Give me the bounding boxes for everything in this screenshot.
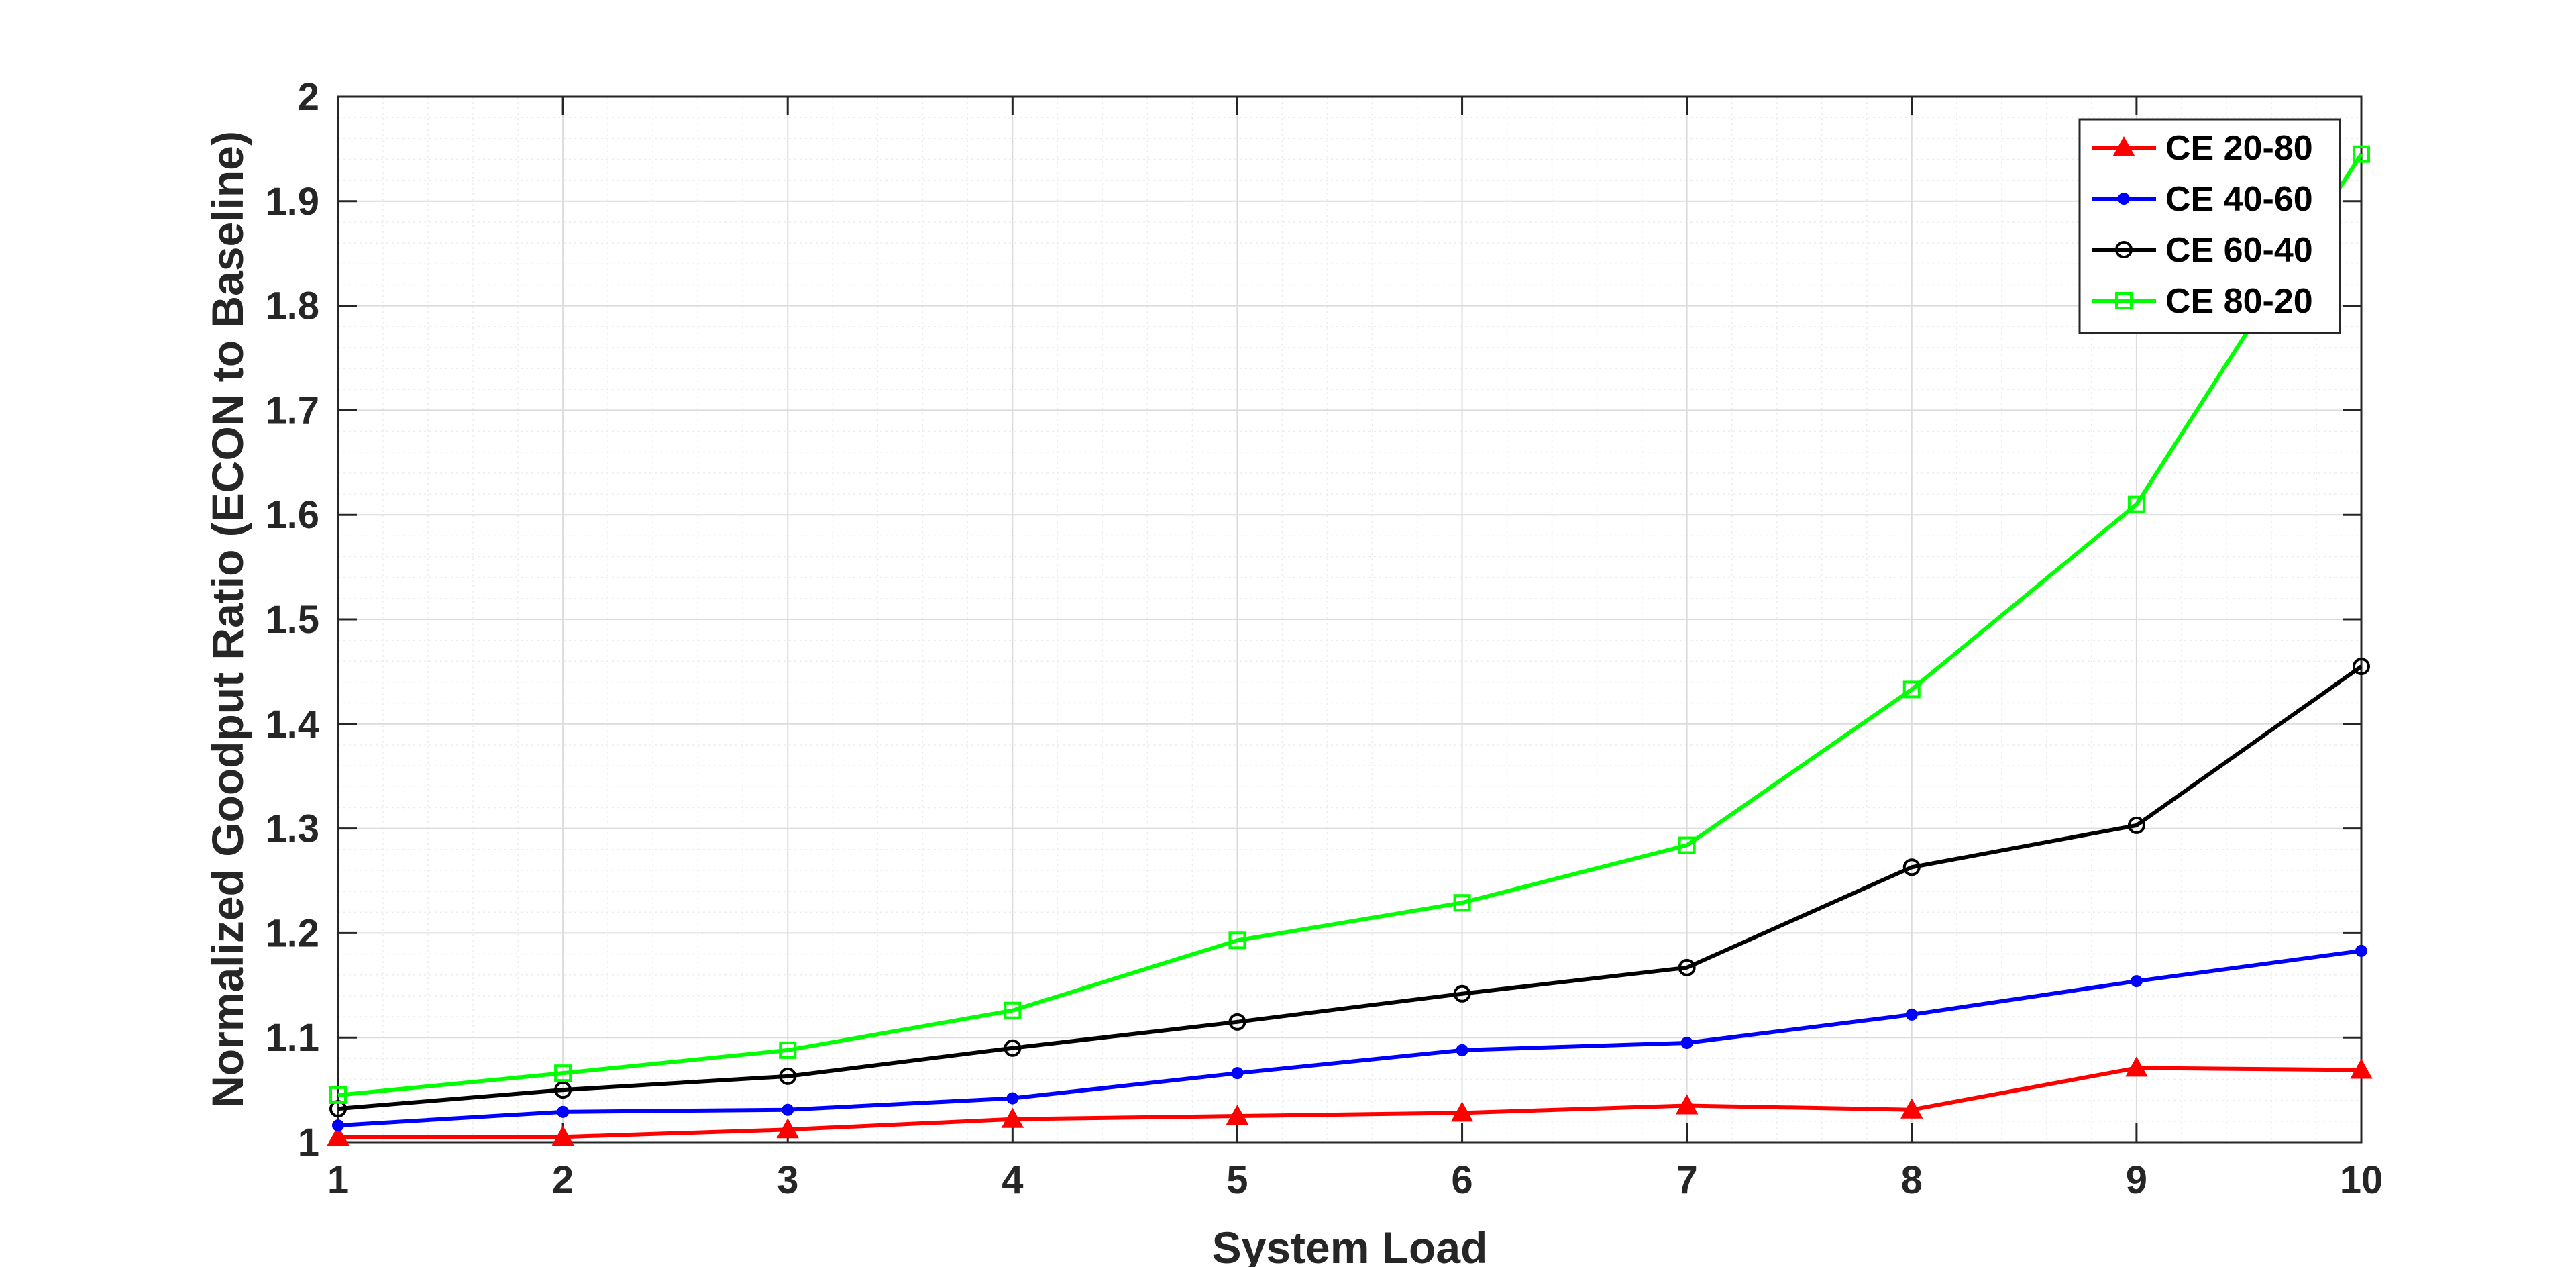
data-point bbox=[1453, 894, 1471, 912]
legend-item: CE 60-40 bbox=[2092, 231, 2313, 270]
series-line bbox=[337, 948, 2362, 1128]
data-point bbox=[332, 1119, 344, 1132]
data-point bbox=[1228, 1013, 1246, 1031]
series-line bbox=[338, 1066, 2362, 1139]
x-tick-label: 7 bbox=[1676, 1158, 1698, 1202]
data-point bbox=[1902, 858, 1921, 876]
y-tick-label: 1.3 bbox=[265, 807, 319, 851]
data-point bbox=[2130, 975, 2143, 988]
legend-swatch-marker bbox=[2112, 136, 2135, 156]
series-line bbox=[337, 664, 2363, 1111]
x-tick-label: 8 bbox=[1901, 1158, 1923, 1202]
y-tick-label: 1.6 bbox=[265, 493, 319, 537]
data-point bbox=[2127, 495, 2145, 513]
series-group bbox=[327, 145, 2373, 1146]
legend-swatch-marker bbox=[2115, 241, 2133, 258]
data-point bbox=[2127, 816, 2145, 834]
data-point bbox=[1900, 1098, 1923, 1119]
data-point bbox=[776, 1118, 799, 1139]
data-point bbox=[1006, 1092, 1019, 1105]
x-tick-labels: 1 2 3 4 5 6 7 8 9 10 bbox=[327, 1158, 2383, 1202]
data-point bbox=[1228, 931, 1246, 950]
legend-label: CE 40-60 bbox=[2165, 180, 2313, 219]
data-point bbox=[1226, 1104, 1249, 1125]
series-ce-40-60 bbox=[332, 944, 2367, 1132]
legend-item: CE 40-60 bbox=[2092, 180, 2313, 219]
x-tick-label: 10 bbox=[2340, 1158, 2383, 1202]
data-point bbox=[782, 1103, 794, 1116]
data-point bbox=[1456, 1044, 1468, 1056]
legend-item: CE 80-20 bbox=[2092, 282, 2313, 321]
legend-label: CE 20-80 bbox=[2165, 129, 2313, 168]
y-tick-label: 1.1 bbox=[265, 1016, 319, 1060]
data-point bbox=[2350, 1058, 2373, 1079]
legend: CE 20-80 CE 40-60 CE 60-40 CE 80-20 bbox=[2078, 118, 2341, 334]
data-point bbox=[1004, 1039, 1022, 1057]
data-point bbox=[1001, 1107, 1024, 1128]
x-tick-label: 4 bbox=[1002, 1158, 1023, 1202]
data-point bbox=[329, 1086, 347, 1104]
legend-item: CE 20-80 bbox=[2092, 129, 2313, 168]
legend-items: CE 20-80 CE 40-60 CE 60-40 CE 80-20 bbox=[2092, 129, 2313, 321]
data-point bbox=[551, 1125, 574, 1146]
y-tick-label: 2 bbox=[298, 75, 319, 119]
data-point bbox=[327, 1125, 350, 1146]
data-point bbox=[779, 1067, 797, 1085]
data-point bbox=[554, 1064, 572, 1082]
data-point bbox=[1450, 1101, 1474, 1122]
data-point bbox=[2353, 145, 2370, 163]
data-point bbox=[1678, 836, 1696, 854]
series-ce-80-20 bbox=[329, 145, 2370, 1104]
data-point bbox=[1678, 958, 1696, 976]
data-point bbox=[554, 1081, 572, 1099]
data-point bbox=[1453, 984, 1471, 1003]
series-line bbox=[337, 153, 2363, 1097]
x-tick-label: 2 bbox=[552, 1158, 574, 1202]
legend-label: CE 80-20 bbox=[2165, 282, 2313, 321]
data-point bbox=[2353, 658, 2370, 676]
y-tick-label: 1.9 bbox=[265, 180, 319, 223]
data-point bbox=[1004, 1001, 1022, 1019]
data-point bbox=[1675, 1094, 1699, 1115]
data-point bbox=[1680, 1036, 1693, 1049]
data-point bbox=[779, 1041, 797, 1059]
series-ce-20-80 bbox=[327, 1056, 2373, 1146]
x-axis-label: System Load bbox=[1212, 1223, 1488, 1267]
x-tick-label: 3 bbox=[777, 1158, 798, 1202]
y-tick-label: 1.5 bbox=[265, 598, 319, 642]
y-tick-label: 1.8 bbox=[265, 285, 319, 328]
data-point bbox=[1905, 1008, 1918, 1021]
legend-swatch-marker bbox=[2118, 193, 2130, 205]
x-tick-label: 9 bbox=[2126, 1158, 2147, 1202]
y-tick-label: 1 bbox=[298, 1121, 319, 1164]
y-tick-label: 1.2 bbox=[265, 911, 319, 955]
data-point bbox=[557, 1105, 570, 1118]
data-point bbox=[2355, 944, 2367, 957]
legend-swatch-marker bbox=[2115, 292, 2133, 309]
y-axis-label: Normalized Goodput Ratio (ECON to Baseli… bbox=[203, 131, 252, 1108]
data-point bbox=[2125, 1056, 2148, 1077]
x-tick-label: 1 bbox=[327, 1158, 349, 1202]
data-point bbox=[1902, 680, 1921, 699]
y-tick-label: 1.7 bbox=[265, 389, 319, 432]
x-tick-label: 5 bbox=[1226, 1158, 1248, 1202]
legend-label: CE 60-40 bbox=[2165, 231, 2313, 270]
x-tick-label: 6 bbox=[1451, 1158, 1472, 1202]
data-point bbox=[1231, 1067, 1244, 1080]
y-tick-labels: 1 1.1 1.2 1.3 1.4 1.5 1.6 1.7 1.8 1.9 2 bbox=[265, 75, 319, 1164]
y-tick-label: 1.4 bbox=[265, 703, 319, 746]
